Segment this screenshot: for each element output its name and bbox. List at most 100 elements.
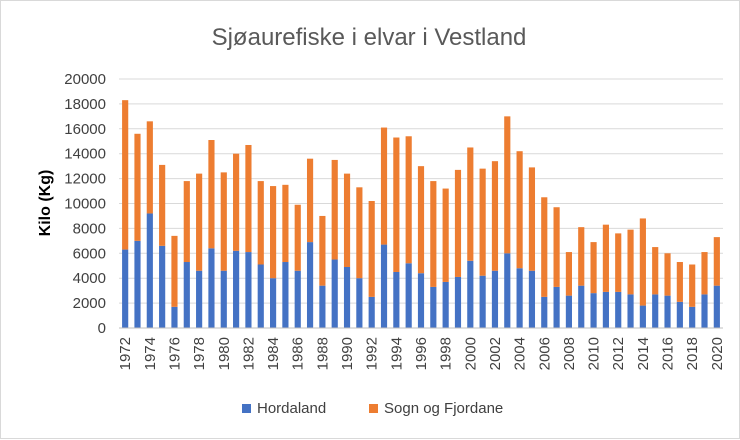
bar-hordaland-2015 (652, 294, 659, 328)
bar-sogn-og-fjordane-2006 (541, 197, 548, 297)
bar-sogn-og-fjordane-1986 (294, 204, 301, 271)
bar-hordaland-2017 (676, 301, 683, 328)
bar-sogn-og-fjordane-1974 (146, 121, 153, 214)
bar-sogn-og-fjordane-1992 (368, 201, 375, 297)
bar-hordaland-2010 (590, 293, 597, 328)
y-axis-ticks: 0 2000 4000 6000 8000 10000 12000 14000 16000 180… (64, 71, 106, 337)
bars (119, 100, 723, 329)
bar-sogn-og-fjordane-1973 (134, 133, 141, 241)
bar-sogn-og-fjordane-1999 (454, 169, 462, 277)
bar-hordaland-2019 (701, 294, 708, 328)
x-tick-label: 1982 (240, 337, 257, 370)
legend-label: Hordaland (257, 400, 326, 417)
y-tick-label: 16000 (64, 121, 106, 138)
bar-hordaland-2000 (467, 260, 474, 328)
x-tick-label: 2008 (561, 337, 578, 370)
y-tick-label: 2000 (73, 295, 106, 312)
y-tick-label: 20000 (64, 71, 106, 88)
bar-hordaland-1979 (208, 248, 215, 328)
bar-hordaland-1991 (356, 278, 363, 328)
bar-hordaland-2020 (713, 285, 720, 328)
bar-hordaland-1976 (171, 306, 178, 328)
bar-hordaland-1983 (257, 264, 264, 328)
bar-sogn-og-fjordane-2016 (664, 253, 671, 296)
bar-sogn-og-fjordane-2014 (639, 218, 646, 306)
bar-hordaland-1992 (368, 296, 375, 328)
y-tick-label: 10000 (64, 196, 106, 213)
bar-hordaland-1984 (270, 278, 277, 328)
bar-hordaland-1974 (146, 213, 153, 328)
chart-title: Sjøaurefiske i elvar i Vestland (212, 24, 527, 51)
bar-sogn-og-fjordane-1998 (442, 188, 449, 282)
bar-sogn-og-fjordane-2019 (701, 252, 708, 295)
bar-sogn-og-fjordane-2001 (479, 168, 486, 276)
bar-hordaland-1972 (122, 249, 129, 328)
bar-sogn-og-fjordane-2011 (602, 224, 609, 292)
bar-hordaland-1978 (196, 270, 203, 328)
x-tick-label: 2020 (709, 337, 726, 370)
x-tick-label: 2000 (462, 337, 479, 370)
bar-hordaland-1990 (343, 266, 351, 328)
bar-hordaland-2011 (602, 291, 609, 328)
bar-sogn-og-fjordane-1982 (245, 144, 252, 253)
bar-hordaland-1995 (405, 263, 412, 328)
bar-sogn-og-fjordane-2003 (504, 116, 511, 254)
x-tick-label: 1974 (142, 337, 159, 370)
bar-sogn-og-fjordane-1989 (331, 159, 338, 260)
y-tick-label: 14000 (64, 146, 106, 163)
bar-hordaland-1988 (319, 285, 326, 328)
bar-sogn-og-fjordane-1977 (183, 181, 190, 263)
bar-sogn-og-fjordane-1991 (356, 187, 363, 279)
bar-hordaland-2002 (491, 270, 499, 328)
bar-sogn-og-fjordane-2017 (676, 262, 683, 302)
bar-sogn-og-fjordane-2010 (590, 242, 597, 294)
bar-hordaland-2001 (479, 275, 486, 328)
bar-sogn-og-fjordane-2018 (689, 264, 696, 307)
bar-hordaland-2012 (615, 291, 622, 328)
bar-sogn-og-fjordane-1994 (393, 137, 400, 272)
x-tick-label: 1988 (314, 337, 331, 370)
x-tick-label: 1984 (265, 337, 282, 370)
bar-sogn-og-fjordane-1978 (196, 173, 203, 271)
bar-sogn-og-fjordane-2013 (627, 229, 634, 295)
bar-sogn-og-fjordane-1997 (430, 181, 437, 287)
bar-hordaland-1999 (454, 276, 462, 328)
bar-hordaland-2006 (541, 296, 548, 328)
x-axis-ticks: 1972 1974 1976 1978 1980 1982 1984 1986 1988 1990… (117, 337, 726, 370)
x-tick-label: 2002 (487, 337, 504, 370)
x-tick-label: 2014 (635, 337, 652, 370)
y-tick-label: 8000 (73, 220, 106, 237)
bar-sogn-og-fjordane-1988 (319, 215, 326, 286)
bar-hordaland-1989 (331, 259, 338, 328)
bar-sogn-og-fjordane-2008 (565, 252, 572, 296)
bar-sogn-og-fjordane-2000 (467, 147, 474, 261)
bar-hordaland-2013 (627, 294, 634, 328)
x-tick-label: 1994 (388, 337, 405, 370)
bar-sogn-og-fjordane-2009 (578, 227, 585, 286)
bar-hordaland-1998 (442, 281, 449, 328)
y-tick-label: 4000 (73, 270, 106, 287)
x-tick-label: 2018 (684, 337, 701, 370)
bar-sogn-og-fjordane-1995 (405, 136, 412, 264)
bar-hordaland-1977 (183, 262, 190, 328)
x-tick-label: 1980 (216, 337, 233, 370)
x-tick-label: 1992 (364, 337, 381, 370)
bar-hordaland-1986 (294, 270, 301, 328)
bar-sogn-og-fjordane-1979 (208, 140, 215, 249)
x-tick-label: 1986 (290, 337, 307, 370)
bar-sogn-og-fjordane-1975 (159, 164, 166, 246)
bar-sogn-og-fjordane-2007 (553, 207, 560, 287)
x-tick-label: 2010 (586, 337, 603, 370)
bar-sogn-og-fjordane-2012 (615, 233, 622, 292)
bar-hordaland-1980 (220, 270, 227, 328)
bar-hordaland-1996 (417, 273, 425, 328)
bar-sogn-og-fjordane-1996 (417, 166, 425, 274)
x-tick-label: 1978 (191, 337, 208, 370)
bar-hordaland-1985 (282, 262, 289, 328)
bar-sogn-og-fjordane-1976 (171, 235, 178, 307)
bar-hordaland-2009 (578, 285, 585, 328)
bar-hordaland-2018 (689, 306, 696, 328)
bar-sogn-og-fjordane-2020 (713, 237, 720, 286)
